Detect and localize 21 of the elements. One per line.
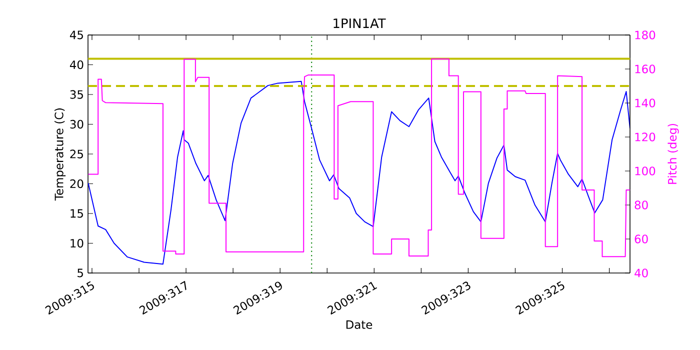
- y-tick-label: 15: [70, 209, 83, 218]
- y2-tick-label: 60: [634, 234, 648, 244]
- y2-tick-label: 40: [634, 268, 648, 278]
- y2-tick-label: 140: [635, 98, 656, 108]
- y2-tick-label: 120: [635, 132, 656, 142]
- y-tick-label: 20: [70, 179, 84, 188]
- y-tick-label: 40: [70, 60, 84, 70]
- y2-tick-label: 160: [635, 64, 656, 74]
- y-tick-label: 30: [70, 120, 84, 129]
- x-axis-title: Date: [346, 320, 372, 329]
- y-tick-label: 35: [70, 90, 83, 99]
- y-axis-title: Temperature (C): [54, 108, 66, 201]
- y-tick-label: 25: [70, 150, 83, 158]
- y2-tick-label: 180: [635, 30, 656, 40]
- chart-title: 1PIN1AT: [334, 18, 386, 28]
- y2-tick-label: 80: [634, 200, 648, 210]
- y-tick-label: 5: [78, 268, 83, 278]
- y2-axis-title: Pitch (deg): [668, 124, 679, 184]
- y-tick-label: 45: [70, 30, 83, 40]
- y2-tick-label: 100: [635, 166, 656, 176]
- y-tick-label: 10: [70, 238, 84, 248]
